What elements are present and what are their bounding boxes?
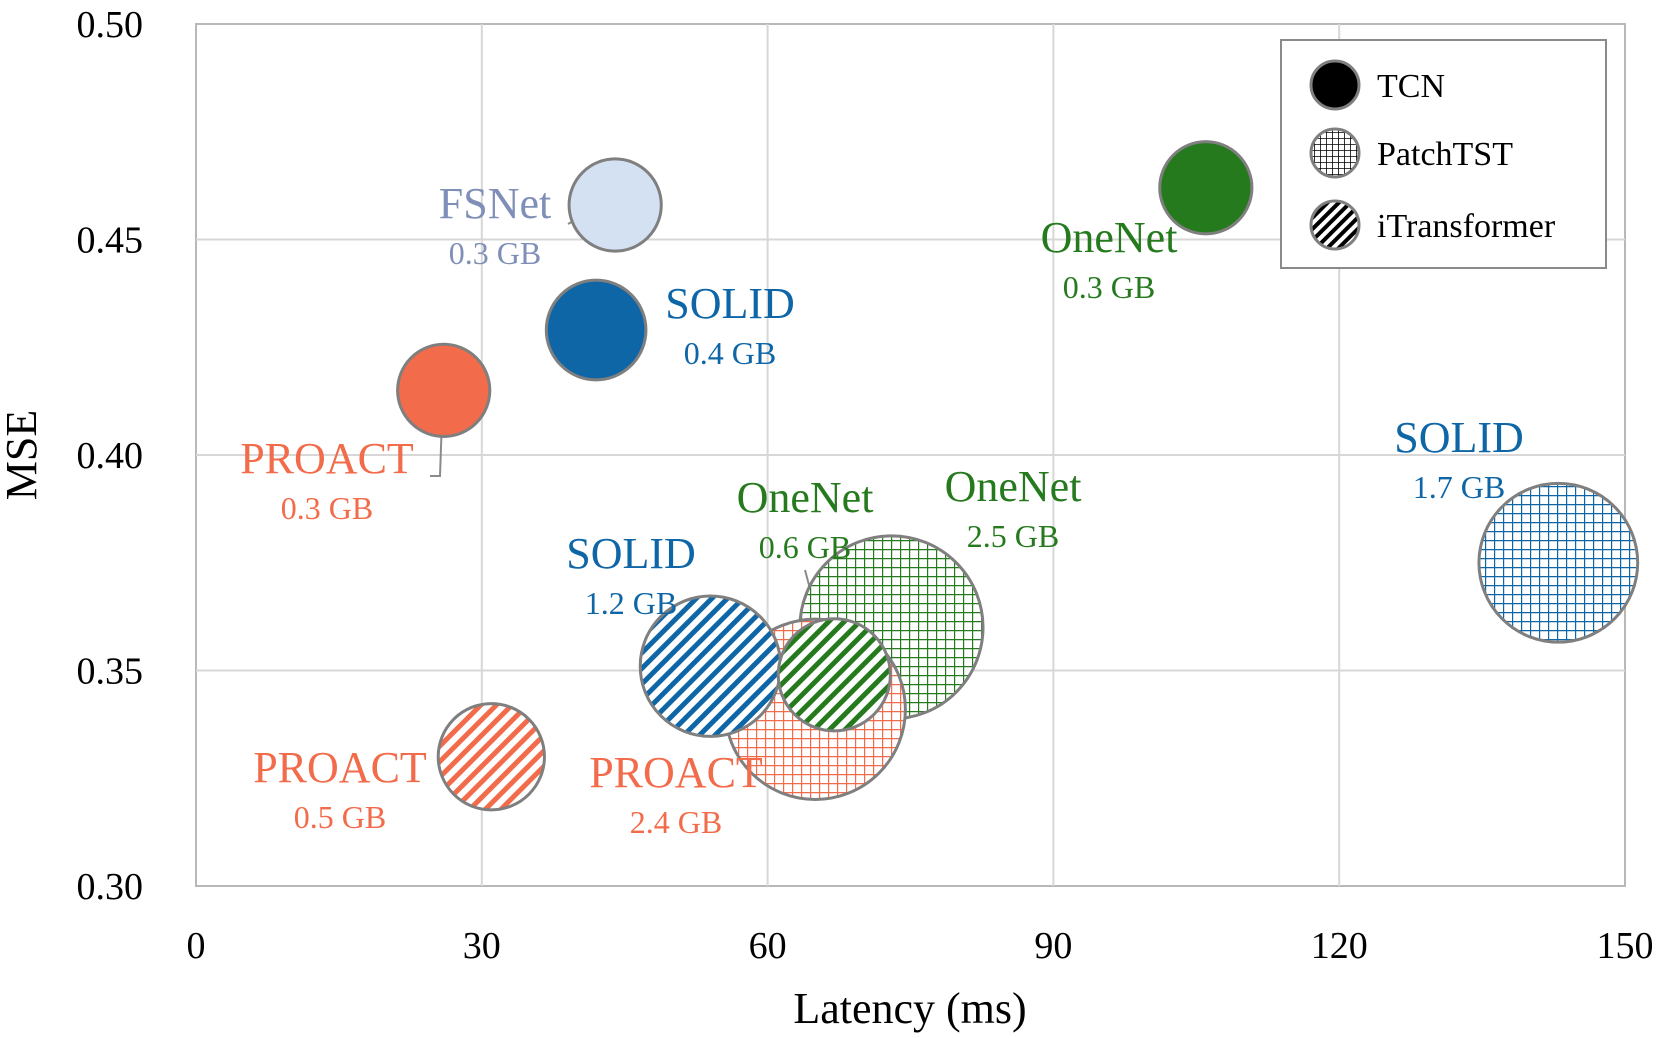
bubble-label-memory: 1.2 GB	[585, 585, 677, 621]
bubble-label-memory: 0.6 GB	[759, 529, 851, 565]
y-tick-label: 0.40	[77, 435, 144, 477]
y-tick-label: 0.30	[77, 866, 144, 908]
axis-ticks: 0 30 60 90 120 150 0.30 0.35 0.40 0.45 0.50	[77, 4, 1654, 967]
bubble-label-memory: 0.5 GB	[294, 799, 386, 835]
bubble-label-method: SOLID	[566, 529, 696, 578]
bubble-fsnet-tcn	[567, 157, 663, 253]
bubble-solid-patchtst	[1477, 481, 1640, 644]
legend-label-patchtst: PatchTST	[1377, 136, 1513, 173]
x-tick-label: 30	[463, 925, 501, 967]
bubble-label-memory: 0.3 GB	[449, 235, 541, 271]
bubble-solid-tcn	[544, 278, 648, 382]
bubble-label-method: OneNet	[1041, 213, 1178, 262]
x-axis-title: Latency (ms)	[793, 984, 1026, 1033]
bubble-label-method: OneNet	[945, 462, 1082, 511]
data-labels: FSNet 0.3 GB SOLID 0.4 GB PROACT 0.3 GB OneNet…	[240, 179, 1524, 840]
y-axis-title: MSE	[0, 410, 46, 500]
y-tick-label: 0.35	[77, 651, 144, 693]
legend-marker-tcn	[1309, 59, 1361, 111]
legend-label-itransformer: iTransformer	[1377, 208, 1556, 245]
bubble-label-memory: 1.7 GB	[1413, 469, 1505, 505]
y-tick-label: 0.50	[77, 4, 144, 46]
legend-marker-itransformer	[1309, 199, 1361, 251]
x-tick-label: 60	[749, 925, 787, 967]
legend-label-tcn: TCN	[1377, 68, 1445, 105]
bubble-label-memory: 2.5 GB	[967, 518, 1059, 554]
bubble-label-method: SOLID	[665, 279, 795, 328]
bubble-label-memory: 0.3 GB	[1063, 269, 1155, 305]
bubble-proact-itransformer	[436, 702, 546, 812]
x-tick-label: 150	[1597, 925, 1654, 967]
bubble-label-method: OneNet	[737, 473, 874, 522]
bubble-label-method: PROACT	[253, 743, 427, 792]
bubble-label-method: PROACT	[240, 434, 414, 483]
x-tick-label: 0	[187, 925, 206, 967]
bubble-label-method: PROACT	[589, 748, 763, 797]
bubble-proact-tcn	[396, 342, 492, 438]
legend: TCN PatchTST iTransformer	[1280, 39, 1607, 269]
bubble-label-memory: 2.4 GB	[630, 804, 722, 840]
bubbles	[396, 140, 1640, 812]
bubble-label-memory: 0.4 GB	[684, 335, 776, 371]
legend-marker-patchtst	[1309, 127, 1361, 179]
x-tick-label: 90	[1034, 925, 1072, 967]
bubble-label-method: FSNet	[439, 179, 551, 228]
bubble-label-method: SOLID	[1394, 413, 1524, 462]
y-tick-label: 0.45	[77, 220, 144, 262]
bubble-onenet-itransformer	[776, 617, 892, 733]
bubble-onenet-tcn	[1158, 140, 1254, 236]
bubble-label-memory: 0.3 GB	[281, 490, 373, 526]
x-tick-label: 120	[1311, 925, 1368, 967]
